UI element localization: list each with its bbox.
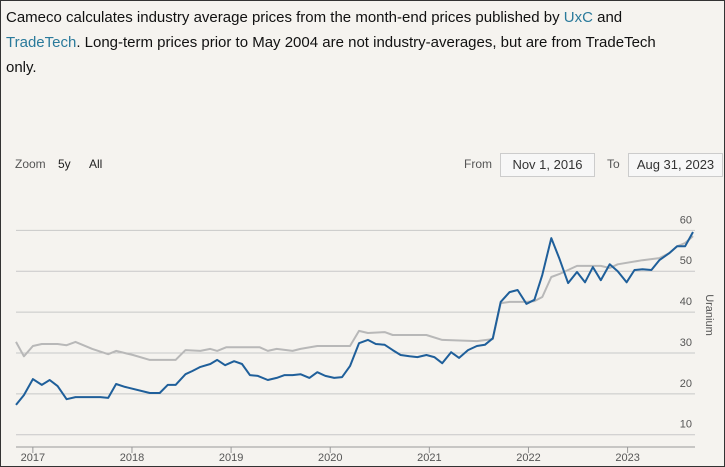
y-tick-label: 20 [680, 378, 692, 390]
y-axis-label: Uranium [703, 294, 715, 336]
x-tick-label: 2022 [516, 452, 540, 464]
zoom-button[interactable]: All [89, 157, 103, 171]
x-tick-label: 2020 [318, 452, 342, 464]
zoom-label: Zoom [15, 157, 46, 171]
from-label: From [464, 157, 492, 171]
y-tick-label: 40 [680, 296, 692, 308]
from-input[interactable]: Nov 1, 2016 [500, 153, 595, 177]
intro-text: Cameco calculates industry average price… [6, 9, 564, 26]
intro-text: . Long-term prices prior to May 2004 are… [6, 34, 656, 76]
zoom-button[interactable]: 5y [58, 157, 71, 171]
to-input[interactable]: Aug 31, 2023 [628, 153, 723, 177]
x-tick-label: 2023 [615, 452, 639, 464]
line [15, 235, 694, 361]
line [15, 231, 694, 406]
x-tick-label: 2017 [21, 452, 45, 464]
link[interactable]: TradeTech [6, 34, 77, 51]
x-tick-label: 2019 [219, 452, 243, 464]
y-tick-label: 10 [680, 419, 692, 431]
to-label: To [607, 157, 620, 171]
x-tick-label: 2018 [120, 452, 144, 464]
y-tick-label: 60 [680, 214, 692, 226]
link[interactable]: UxC [563, 9, 593, 26]
intro-text: and [592, 9, 623, 26]
intro: Cameco calculates industry average price… [6, 5, 686, 80]
y-tick-label: 30 [680, 337, 692, 349]
y-tick-label: 50 [680, 255, 692, 267]
x-tick-label: 2021 [417, 452, 441, 464]
